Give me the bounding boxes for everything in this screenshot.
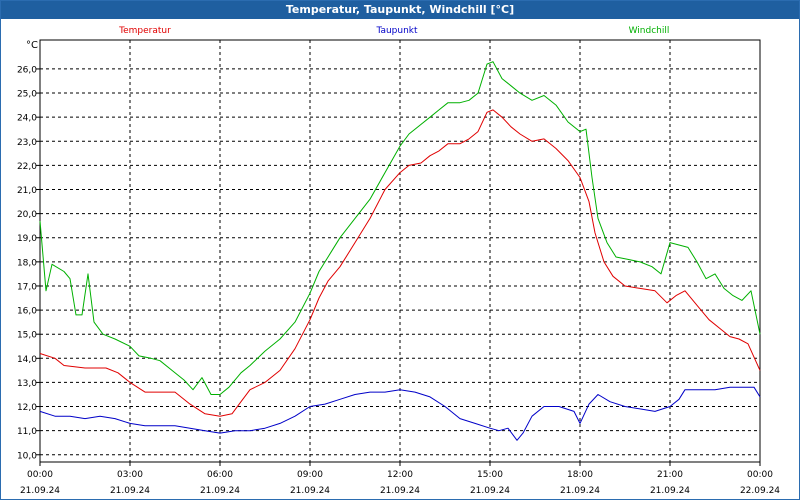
y-tick-label: 13,0 xyxy=(17,379,37,389)
y-tick-label: 11,0 xyxy=(17,427,37,437)
x-tick-date-label: 22.09.24 xyxy=(740,486,780,496)
legend-entry: Windchill xyxy=(629,26,670,36)
x-tick-time-label: 03:00 xyxy=(117,470,143,480)
x-tick-date-label: 21.09.24 xyxy=(380,486,420,496)
y-tick-label: 20,0 xyxy=(17,210,37,220)
y-tick-label: 19,0 xyxy=(17,234,37,244)
y-tick-label: 21,0 xyxy=(17,186,37,196)
y-tick-label: 24,0 xyxy=(17,114,37,124)
x-tick-time-label: 09:00 xyxy=(297,470,323,480)
x-tick-date-label: 21.09.24 xyxy=(110,486,150,496)
y-tick-label: 14,0 xyxy=(17,355,37,365)
legend-entry: Taupunkt xyxy=(375,26,418,36)
series-group xyxy=(39,61,761,441)
x-tick-time-label: 21:00 xyxy=(657,470,683,480)
series-line-temperatur xyxy=(39,109,761,417)
y-tick-label: 16,0 xyxy=(17,307,37,317)
y-axis-unit-label: °C xyxy=(26,40,38,51)
y-tick-label: 26,0 xyxy=(17,65,37,75)
x-tick-time-label: 15:00 xyxy=(477,470,503,480)
x-tick-date-label: 21.09.24 xyxy=(560,486,600,496)
chart-title: Temperatur, Taupunkt, Windchill [°C] xyxy=(1,1,799,19)
x-tick-date-label: 21.09.24 xyxy=(290,486,330,496)
grid-lines xyxy=(40,40,760,462)
legend-entry: Temperatur xyxy=(118,26,171,36)
x-tick-time-label: 00:00 xyxy=(27,470,53,480)
y-tick-label: 12,0 xyxy=(17,403,37,413)
x-tick-date-label: 21.09.24 xyxy=(200,486,240,496)
y-tick-label: 10,0 xyxy=(17,451,37,461)
x-tick-time-label: 06:00 xyxy=(207,470,233,480)
y-tick-label: 17,0 xyxy=(17,282,37,292)
x-tick-time-label: 00:00 xyxy=(747,470,773,480)
series-line-windchill xyxy=(39,61,761,395)
x-tick-time-label: 12:00 xyxy=(387,470,413,480)
x-tick-date-label: 21.09.24 xyxy=(470,486,510,496)
x-tick-time-label: 18:00 xyxy=(567,470,593,480)
y-tick-label: 23,0 xyxy=(17,138,37,148)
y-tick-label: 15,0 xyxy=(17,331,37,341)
x-tick-date-label: 21.09.24 xyxy=(650,486,690,496)
legend: Temperatur Taupunkt Windchill xyxy=(118,26,669,36)
x-tick-date-label: 21.09.24 xyxy=(20,486,60,496)
y-tick-label: 18,0 xyxy=(17,258,37,268)
x-axis-ticks: 00:00 21.09.24 03:00 21.09.24 06:00 21.09.24 0… xyxy=(20,462,780,496)
y-tick-label: 25,0 xyxy=(17,90,37,100)
series-line-taupunkt xyxy=(39,386,761,441)
y-axis-ticks: 10,0 11,0 12,0 13,0 14,0 15,0 16,0 17,0 18,0 19,0… xyxy=(17,65,40,461)
y-tick-label: 22,0 xyxy=(17,162,37,172)
